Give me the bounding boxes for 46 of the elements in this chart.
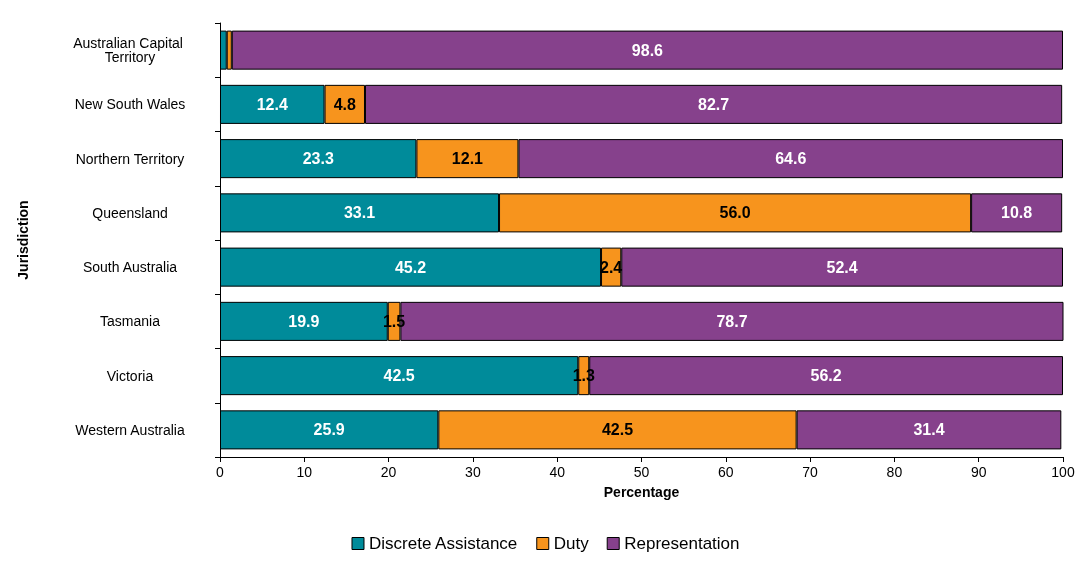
y-tick-label: New South Wales — [74, 96, 186, 113]
y-tick-label: Northern Territory — [75, 150, 185, 167]
data-label: 52.4 — [826, 258, 858, 276]
y-tick-label: Western Australia — [75, 421, 185, 438]
legend-label: Discrete Assistance — [368, 534, 518, 553]
data-label: 1.3 — [572, 367, 595, 385]
data-label: 56.2 — [810, 367, 842, 385]
data-label: 1.5 — [382, 312, 406, 330]
x-tick-label: 20 — [380, 464, 397, 480]
data-label: 19.9 — [288, 312, 320, 330]
data-label: 98.6 — [631, 41, 664, 59]
x-tick-label: 60 — [718, 464, 734, 480]
data-label: 56.0 — [719, 204, 751, 222]
data-label: 10.8 — [1001, 204, 1033, 222]
x-tick-label: 40 — [549, 464, 566, 480]
data-label: 45.2 — [394, 258, 427, 276]
x-axis-title: Percentage — [603, 484, 680, 500]
data-label: 82.7 — [698, 95, 730, 113]
data-label: 42.5 — [383, 367, 415, 385]
y-tick-label: Australian Capital Territory — [73, 35, 187, 66]
data-label: 12.1 — [451, 150, 484, 168]
y-tick-label: Queensland — [92, 204, 168, 221]
data-label: 64.6 — [775, 150, 807, 168]
x-tick-label: 50 — [633, 464, 650, 480]
data-label: 12.4 — [256, 95, 288, 113]
y-tick-label: Tasmania — [100, 313, 161, 330]
x-tick-label: 0 — [216, 464, 225, 480]
x-tick-label: 80 — [886, 464, 903, 480]
data-label: 42.5 — [601, 421, 634, 439]
x-tick-label: 10 — [296, 464, 313, 480]
data-label: 25.9 — [313, 421, 345, 439]
data-label: 23.3 — [302, 150, 334, 168]
legend-label: Duty — [553, 534, 590, 553]
y-tick-label: South Australia — [82, 259, 178, 276]
data-label: 31.4 — [913, 421, 945, 439]
x-tick-label: 100 — [1051, 464, 1075, 480]
x-tick-label: 70 — [802, 464, 819, 480]
data-label: 33.1 — [343, 204, 376, 222]
y-axis-title: Jurisdiction — [15, 200, 31, 280]
y-tick-label: Victoria — [106, 367, 154, 384]
data-label: 78.7 — [716, 312, 748, 330]
x-tick-label: 90 — [970, 464, 987, 480]
bar — [231, 30, 1063, 70]
legend-label: Representation — [624, 534, 740, 553]
x-tick-label: 30 — [465, 464, 481, 480]
data-label: 4.8 — [333, 95, 356, 113]
